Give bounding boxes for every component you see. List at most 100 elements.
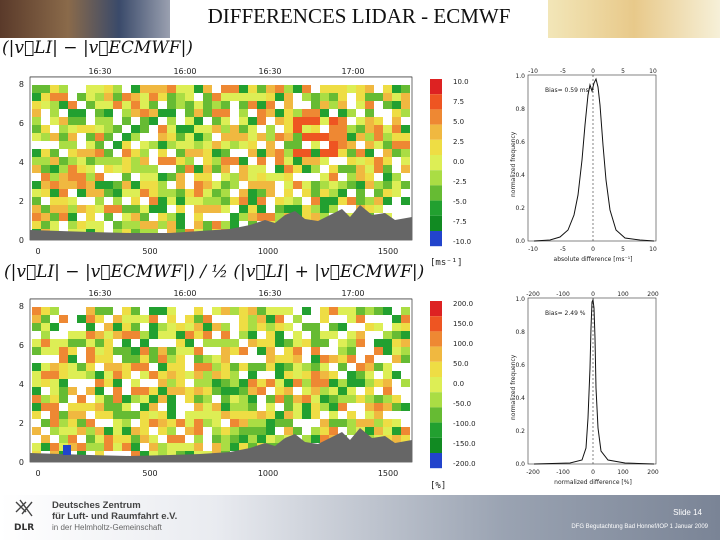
curtain-cell <box>158 411 167 419</box>
curtain-cell <box>302 307 311 315</box>
curtain-cell <box>131 221 140 229</box>
curtain-cell <box>194 205 203 213</box>
curtain-cell <box>122 213 131 221</box>
curtain-cell <box>203 197 212 205</box>
curtain-cell <box>347 307 356 315</box>
curtain-cell <box>203 181 212 189</box>
curtain-cell <box>113 435 122 443</box>
curtain-cell <box>194 173 203 181</box>
curtain-cell <box>401 181 410 189</box>
curtain-cell <box>50 101 59 109</box>
curtain-cell <box>41 331 50 339</box>
curtain-cell <box>329 189 338 197</box>
curtain-cell <box>149 205 158 213</box>
curtain-cell <box>140 141 149 149</box>
curtain-cell <box>113 419 122 427</box>
curtain-cell <box>221 339 230 347</box>
curtain-cell <box>140 395 149 403</box>
hist-x-tick: -5 <box>560 246 566 253</box>
curtain-cell <box>320 379 329 387</box>
curtain-cell <box>122 419 131 427</box>
colorbar-swatch <box>430 231 442 247</box>
curtain-cell <box>203 173 212 181</box>
curtain-cell <box>149 173 158 181</box>
time-tick: 17:00 <box>341 289 364 298</box>
curtain-cell <box>320 307 329 315</box>
curtain-cell <box>212 339 221 347</box>
y-axis: 0 2 4 6 8 <box>19 80 24 245</box>
curtain-cell <box>185 347 194 355</box>
hist-x-tick: 200 <box>647 291 659 298</box>
curtain-cell <box>104 189 113 197</box>
curtain-cell <box>113 347 122 355</box>
curtain-cell <box>194 315 203 323</box>
curtain-cell <box>311 435 320 443</box>
curtain-cell <box>158 379 167 387</box>
curtain-cell <box>95 93 104 101</box>
curtain-cell <box>95 149 104 157</box>
hist-x-tick: -5 <box>560 68 566 75</box>
curtain-cell <box>302 363 311 371</box>
curtain-cell <box>392 347 401 355</box>
curtain-cell <box>86 93 95 101</box>
curtain-cell <box>284 93 293 101</box>
curtain-cell <box>392 149 401 157</box>
curtain-cell <box>365 355 374 363</box>
curtain-cell <box>194 331 203 339</box>
curtain-cell <box>365 173 374 181</box>
curtain-cell <box>131 213 140 221</box>
curtain-cell <box>32 133 41 141</box>
curtain-cell <box>257 93 266 101</box>
curtain-cell <box>221 109 230 117</box>
curtain-cell <box>95 205 104 213</box>
curtain-cell <box>185 101 194 109</box>
curtain-cell <box>248 213 257 221</box>
curtain-cell <box>113 443 122 451</box>
curtain-cell <box>383 307 392 315</box>
curtain-cell <box>77 331 86 339</box>
curtain-cell <box>320 117 329 125</box>
hist-x-tick: 5 <box>621 68 625 75</box>
unit-absolute: [ms⁻¹] <box>430 258 463 268</box>
curtain-cell <box>320 331 329 339</box>
curtain-cell <box>77 157 86 165</box>
curtain-cell <box>401 109 410 117</box>
curtain-cell <box>320 109 329 117</box>
curtain-cell <box>140 93 149 101</box>
curtain-cell <box>311 205 320 213</box>
curtain-cell <box>374 347 383 355</box>
curtain-cell <box>383 93 392 101</box>
curtain-cell <box>176 205 185 213</box>
curtain-cell <box>158 213 167 221</box>
curtain-cell <box>77 443 86 451</box>
curtain-cell <box>338 379 347 387</box>
curtain-cell <box>176 221 185 229</box>
curtain-cell <box>212 387 221 395</box>
curtain-cell <box>302 435 311 443</box>
curtain-cell <box>59 419 68 427</box>
curtain-cell <box>212 323 221 331</box>
curtain-cell <box>248 411 257 419</box>
colorbar-label: 0.0 <box>453 158 464 166</box>
curtain-cell <box>167 109 176 117</box>
curtain-cell <box>347 419 356 427</box>
curtain-cell <box>347 181 356 189</box>
curtain-cell <box>383 133 392 141</box>
hist-x-tick: -200 <box>526 291 540 298</box>
curtain-cell <box>248 173 257 181</box>
curtain-cell <box>266 339 275 347</box>
curtain-cell <box>32 221 41 229</box>
curtain-cell <box>248 395 257 403</box>
curtain-cell <box>104 355 113 363</box>
curtain-cell <box>167 427 176 435</box>
curtain-cell <box>50 117 59 125</box>
curtain-cell <box>212 157 221 165</box>
curtain-cell <box>194 109 203 117</box>
curtain-cell <box>356 197 365 205</box>
curtain-cell <box>86 181 95 189</box>
curtain-cell <box>194 355 203 363</box>
curtain-cell <box>59 213 68 221</box>
curtain-cell <box>176 387 185 395</box>
unit-relative: [%] <box>430 481 447 491</box>
curtain-cell <box>311 411 320 419</box>
